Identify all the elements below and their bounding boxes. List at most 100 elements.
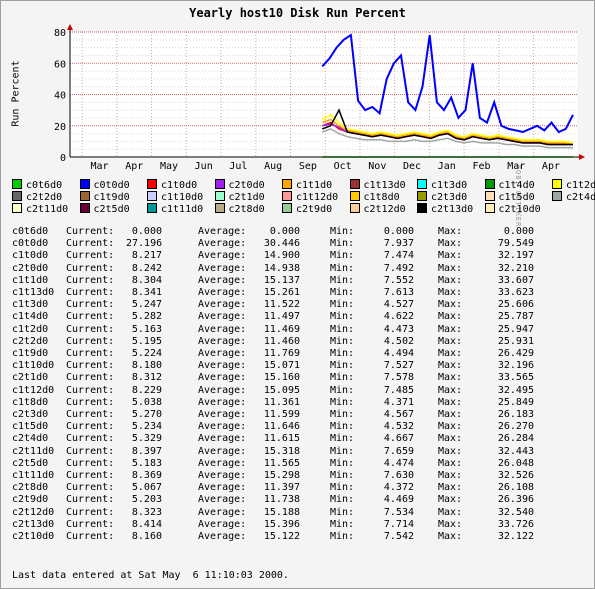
legend-swatch xyxy=(282,203,292,213)
stats-label: Min: xyxy=(330,421,355,433)
stats-disk: c2t13d0 xyxy=(12,518,55,530)
stats-max: 25.606 xyxy=(497,299,534,311)
stats-label: Average: xyxy=(198,323,247,335)
stats-average: 11.361 xyxy=(263,396,300,408)
legend-swatch xyxy=(147,179,157,189)
stats-average: 11.599 xyxy=(263,409,300,420)
stats-average: 15.071 xyxy=(263,360,300,372)
stats-label: Current: xyxy=(66,335,115,347)
stats-max: 32.443 xyxy=(497,445,534,457)
stats-label: Min: xyxy=(330,457,355,469)
stats-label: Average: xyxy=(198,396,247,408)
legend-swatch xyxy=(417,179,427,189)
stats-current: 5.183 xyxy=(131,457,162,469)
legend-swatch xyxy=(79,203,90,213)
legend-label: c0t0d0 xyxy=(93,180,130,191)
x-tick-label: Jan xyxy=(438,161,456,172)
stats-label: Min: xyxy=(330,433,355,445)
stats-max: 25.849 xyxy=(497,396,534,408)
axes xyxy=(67,24,585,160)
series-line-c0t0d0 xyxy=(321,33,574,134)
stats-average: 11.565 xyxy=(263,457,300,469)
stats-current: 27.196 xyxy=(126,238,163,250)
stats-max: 32.495 xyxy=(497,384,534,396)
stats-min: 4.372 xyxy=(383,482,414,494)
stats-label: Min: xyxy=(330,384,355,396)
stats-max: 33.623 xyxy=(497,287,534,298)
stats-label: Max: xyxy=(438,433,463,445)
x-tick-label: Mar xyxy=(507,161,525,172)
stats-label: Current: xyxy=(66,531,115,542)
stats-disk: c0t0d0 xyxy=(12,238,49,250)
legend-item: c2t3d0 xyxy=(417,191,467,203)
legend-item: c1t10d0 xyxy=(147,191,203,203)
stats-label: Average: xyxy=(198,482,247,494)
stats-label: Max: xyxy=(438,348,463,359)
stats-label: Average: xyxy=(198,384,247,396)
stats-label: Current: xyxy=(66,482,115,494)
stats-average: 11.738 xyxy=(263,494,300,506)
stats-current: 8.323 xyxy=(131,506,162,518)
stats-disk: c2t4d0 xyxy=(12,433,49,445)
legend-label: c2t13d0 xyxy=(431,204,474,215)
stats-label: Average: xyxy=(198,299,247,311)
stats-label: Max: xyxy=(438,274,463,286)
stats-label: Min: xyxy=(330,470,355,481)
stats-disk: c2t10d0 xyxy=(12,531,55,542)
legend-swatch xyxy=(484,191,495,201)
stats-current: 8.160 xyxy=(131,531,162,542)
stats-label: Min: xyxy=(330,299,355,311)
x-tick-label: Nov xyxy=(368,161,386,172)
stats-label: Min: xyxy=(330,238,355,250)
legend-swatch xyxy=(12,203,22,213)
stats-label: Current: xyxy=(66,299,115,311)
x-tick-label: Apr xyxy=(125,161,143,172)
legend-item: c0t0d0 xyxy=(79,179,130,191)
stats-average: 11.397 xyxy=(263,482,300,494)
stats-average: 15.160 xyxy=(263,372,300,384)
stats-label: Current: xyxy=(66,238,115,250)
stats-disk: c1t2d0 xyxy=(12,323,49,335)
stats-max: 25.787 xyxy=(497,311,534,323)
stats-disk: c1t1d0 xyxy=(12,274,49,286)
stats-label: Current: xyxy=(66,262,115,274)
stats-min: 4.567 xyxy=(383,409,414,420)
stats-min: 4.469 xyxy=(383,494,414,506)
y-tick-label: 0 xyxy=(60,153,66,164)
legend-swatch xyxy=(214,203,225,213)
stats-label: Min: xyxy=(330,482,355,494)
stats-label: Min: xyxy=(330,506,355,518)
x-tick-label: Feb xyxy=(472,161,490,172)
stats-min: 4.473 xyxy=(383,323,414,335)
y-tick-label: 80 xyxy=(54,28,66,39)
stats-label: Min: xyxy=(330,372,355,384)
stats-average: 15.318 xyxy=(263,445,300,457)
stats-label: Average: xyxy=(198,409,247,420)
stats-min: 4.667 xyxy=(383,433,414,445)
stats-label: Min: xyxy=(330,445,355,457)
legend-item: c1t9d0 xyxy=(79,191,130,203)
y-tick-label: 60 xyxy=(54,59,66,70)
stats-label: Current: xyxy=(66,409,115,420)
stats-min: 7.527 xyxy=(383,360,414,372)
legend-label: c2t0d0 xyxy=(228,180,265,191)
stats-label: Average: xyxy=(198,518,247,530)
stats-average: 11.522 xyxy=(263,299,300,311)
stats-label: Average: xyxy=(198,506,247,518)
stats-max: 32.196 xyxy=(497,360,534,372)
stats-label: Average: xyxy=(198,372,247,384)
stats-max: 26.108 xyxy=(497,482,534,494)
x-tick-label: Mar xyxy=(90,161,108,172)
stats-label: Min: xyxy=(330,323,355,335)
legend-item: c2t12d0 xyxy=(349,203,406,215)
legend-item: c2t4d0 xyxy=(552,191,595,203)
stats-average: 15.188 xyxy=(263,506,300,518)
legend-label: c2t10d0 xyxy=(498,204,541,215)
stats-disk: c2t1d0 xyxy=(12,372,49,384)
stats-disk: c1t3d0 xyxy=(12,299,49,311)
legend-label: c1t1d0 xyxy=(296,180,333,191)
stats-min: 4.502 xyxy=(383,335,414,347)
stats-current: 8.369 xyxy=(131,470,162,481)
legend-swatch xyxy=(484,179,495,189)
stats-disk: c1t11d0 xyxy=(12,470,55,481)
